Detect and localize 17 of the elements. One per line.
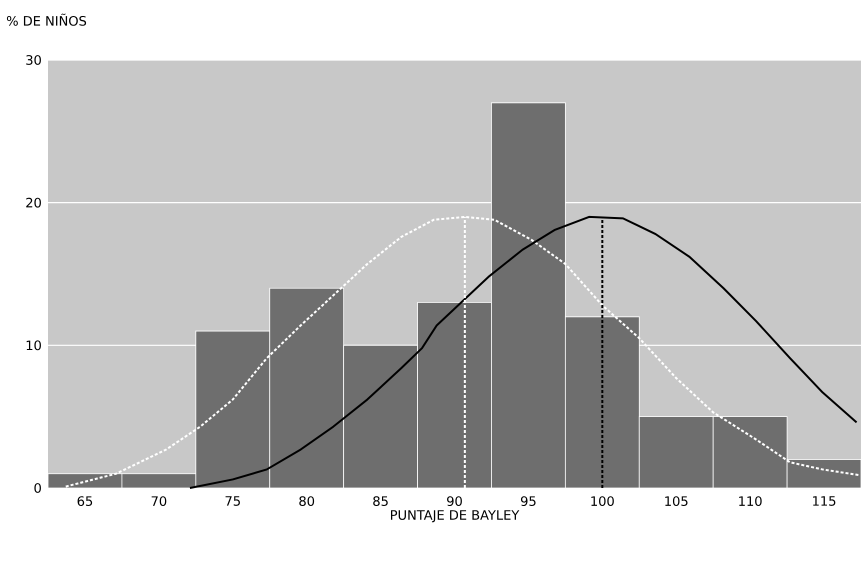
x-tick-label: 80 <box>299 496 314 506</box>
x-tick-label: 95 <box>520 496 536 506</box>
x-tick-label: 105 <box>665 496 688 506</box>
x-tick-label: 90 <box>447 496 462 506</box>
x-tick-label: 100 <box>591 496 614 506</box>
x-tick-label: 110 <box>739 496 762 506</box>
x-tick-label: 65 <box>78 496 92 506</box>
x-axis-title: PUNTAJE DE BAYLEY <box>390 510 520 522</box>
x-tick-label: 115 <box>813 496 836 506</box>
x-tick-label: 85 <box>373 496 388 506</box>
y-axis-title: % DE NIÑOS <box>6 14 86 26</box>
x-tick-label: 75 <box>226 496 240 506</box>
y-tick-label: 0 <box>34 483 41 493</box>
x-tick-label: 70 <box>152 496 166 506</box>
y-tick-label: 20 <box>26 198 41 208</box>
y-tick-label: 30 <box>26 55 41 65</box>
y-tick-label: 10 <box>26 340 41 350</box>
